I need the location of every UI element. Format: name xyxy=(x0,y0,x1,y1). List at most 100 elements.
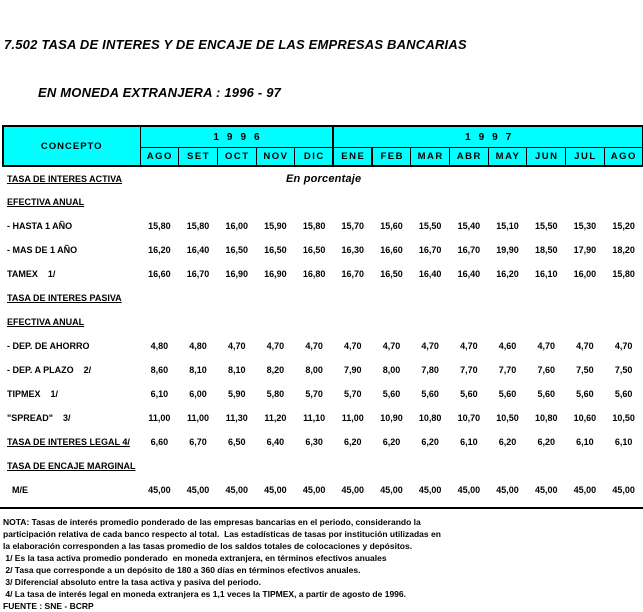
value-cell: 4,60 xyxy=(498,341,517,351)
value-cell: 45,00 xyxy=(186,485,210,495)
value-cell: 4,70 xyxy=(266,341,285,351)
value-cell: 4,70 xyxy=(460,341,478,351)
value-cell: 6,20 xyxy=(421,437,439,447)
value-cell: 16,70 xyxy=(457,245,481,255)
value-cell: 6,20 xyxy=(498,437,517,447)
value-cell: 6,20 xyxy=(537,437,555,447)
value-cell: 7,70 xyxy=(498,365,517,375)
row-label: TAMEX 1/ xyxy=(7,269,56,279)
row-label-cell: "SPREAD" 3/ xyxy=(3,406,140,430)
table-row: EFECTIVA ANUAL xyxy=(3,190,643,214)
value-cell: 6,20 xyxy=(344,437,362,447)
row-label: M/E xyxy=(12,485,29,495)
table-row: "SPREAD" 3/11,00 11,00 11,30 11,20 11,10 11,0… xyxy=(3,406,643,430)
month-header-abr-8: ABR xyxy=(449,147,489,167)
value-cell: 11,00 xyxy=(187,413,210,423)
month-header-ene-5: ENE xyxy=(332,147,373,167)
value-cell: 11,00 xyxy=(341,413,364,423)
row-label-cell: TASA DE INTERES ACTIVA xyxy=(3,166,140,190)
row-label-cell: - DEP. A PLAZO 2/ xyxy=(3,358,140,382)
note-line: 1/ Es la tasa activa promedio ponderado … xyxy=(3,553,387,563)
value-cell: 11,30 xyxy=(225,413,248,423)
table-row: TASA DE INTERES ACTIVA En porcentaje xyxy=(3,166,643,190)
value-cell: 16,70 xyxy=(341,269,365,279)
value-cell: 16,50 xyxy=(380,269,403,279)
table-row: M/E 45,00 45,00 45,00 45,00 45,00 45,00 45,00 45… xyxy=(3,478,643,502)
month-header-jul-11: JUL xyxy=(565,147,605,167)
value-cell: 8,10 xyxy=(227,365,246,375)
value-cell: 8,00 xyxy=(382,365,401,375)
row-label-cell: TASA DE ENCAJE MARGINAL xyxy=(3,454,140,478)
note-line: participación relativa de cada banco res… xyxy=(3,529,441,539)
value-cell: 16,40 xyxy=(457,269,481,279)
table-row: EFECTIVA ANUAL xyxy=(3,310,643,334)
page-title: 7.502 TASA DE INTERES Y DE ENCAJE DE LAS… xyxy=(4,5,643,117)
row-label: - DEP. DE AHORRO xyxy=(7,341,90,351)
row-label-cell: EFECTIVA ANUAL xyxy=(3,190,140,214)
value-cell: 16,60 xyxy=(380,245,403,255)
value-cell: 4,70 xyxy=(614,341,633,351)
value-cell: 11,00 xyxy=(148,413,171,423)
value-cell: 16,20 xyxy=(148,245,171,255)
value-cell: 45,00 xyxy=(534,485,558,495)
value-cell: 7,80 xyxy=(421,365,439,375)
value-cell: 5,60 xyxy=(576,389,594,399)
value-cell: 15,60 xyxy=(380,221,403,231)
empty-cell xyxy=(140,286,643,310)
month-header-row: AGO SET OCT NOV DIC ENE FEB MAR ABR MAY JUN JUL AGO xyxy=(3,147,643,167)
year-1996-header: 1996 xyxy=(139,125,334,148)
value-cell: 6,10 xyxy=(150,389,169,399)
row-label-cell: EFECTIVA ANUAL xyxy=(3,310,140,334)
month-header-dic-4: DIC xyxy=(294,147,334,167)
concept-header-cell: CONCEPTO xyxy=(2,125,141,167)
month-header-may-9: MAY xyxy=(487,147,528,167)
value-cell: 10,50 xyxy=(496,413,519,423)
value-cell: 16,00 xyxy=(225,221,248,231)
value-cell: 17,90 xyxy=(573,245,597,255)
value-cell: 45,00 xyxy=(148,485,171,495)
value-cell: 4,80 xyxy=(189,341,207,351)
title-line-2: EN MONEDA EXTRANJERA : 1996 - 97 xyxy=(38,85,282,100)
value-cell: 18,20 xyxy=(612,245,635,255)
value-cell: 15,80 xyxy=(302,221,326,231)
value-cell: 6,60 xyxy=(150,437,169,447)
value-cell: 16,50 xyxy=(302,245,326,255)
row-label: - MAS DE 1 AÑO xyxy=(7,245,78,255)
row-label-cell: - HASTA 1 AÑO xyxy=(3,214,140,238)
value-cell: 16,60 xyxy=(148,269,171,279)
value-cell: 4,70 xyxy=(382,341,401,351)
value-cell: 16,40 xyxy=(186,245,210,255)
value-cell: 45,00 xyxy=(225,485,248,495)
row-label: TASA DE ENCAJE MARGINAL xyxy=(7,461,136,471)
table-row: - MAS DE 1 AÑO 16,20 16,40 16,50 16,50 16,50 1… xyxy=(3,238,643,262)
month-header-nov-3: NOV xyxy=(255,147,296,167)
table-row: - HASTA 1 AÑO 15,80 15,80 16,00 15,90 15,80 15… xyxy=(3,214,643,238)
value-cell: 18,50 xyxy=(534,245,558,255)
value-cell: 5,60 xyxy=(614,389,633,399)
year-1997-header: 1997 xyxy=(332,125,643,148)
table-row: TAMEX 1/16,60 16,70 16,90 16,90 16,80 16,70 16… xyxy=(3,262,643,286)
value-cell: 16,90 xyxy=(264,269,287,279)
unit-label: En porcentaje xyxy=(286,172,362,185)
row-label: - HASTA 1 AÑO xyxy=(7,221,73,231)
row-label: TASA DE INTERES PASIVA xyxy=(7,293,122,303)
value-cell: 6,30 xyxy=(305,437,323,447)
value-cell: 5,80 xyxy=(266,389,285,399)
table-header: CONCEPTO 1996 1997 AGO SET OCT NOV DIC ENE FEB… xyxy=(2,125,643,167)
value-cell: 7,70 xyxy=(460,365,478,375)
value-cell: 5,60 xyxy=(421,389,439,399)
row-label-cell: TAMEX 1/ xyxy=(3,262,140,286)
value-cell: 15,70 xyxy=(341,221,365,231)
table-row: TIPMEX 1/6,10 6,00 5,90 5,80 5,70 5,70 5,60 5,6… xyxy=(3,382,643,406)
value-cell: 16,90 xyxy=(225,269,248,279)
value-cell: 7,50 xyxy=(576,365,594,375)
value-cell: 45,00 xyxy=(341,485,365,495)
value-cell: 6,40 xyxy=(266,437,285,447)
note-line: la elaboración corresponden a las tasas … xyxy=(3,541,413,551)
value-cell: 7,90 xyxy=(344,365,362,375)
row-label: "SPREAD" 3/ xyxy=(7,413,71,423)
value-cell: 5,60 xyxy=(537,389,555,399)
value-cell: 10,90 xyxy=(380,413,403,423)
value-cell: 16,50 xyxy=(264,245,287,255)
row-label-cell: TIPMEX 1/ xyxy=(3,382,140,406)
